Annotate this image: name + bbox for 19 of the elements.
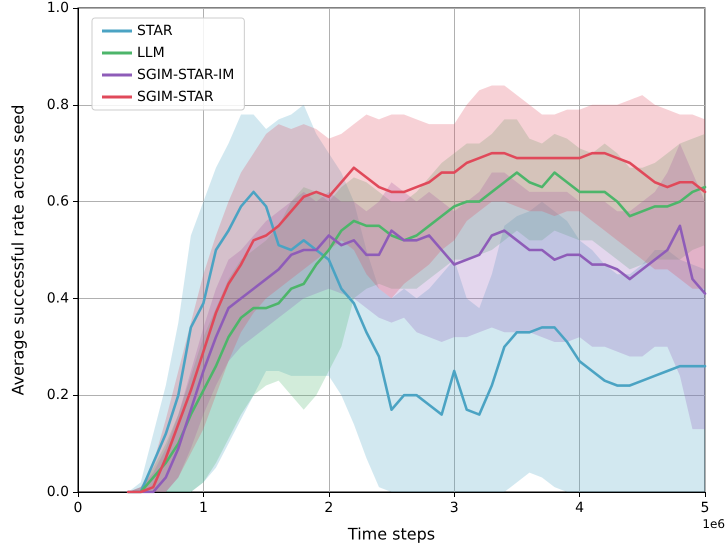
x-tick-label: 5: [700, 500, 710, 516]
y-tick-label: 0.2: [46, 387, 69, 404]
x-axis-title: Time steps: [346, 524, 436, 544]
x-tick-label: 3: [450, 500, 459, 516]
y-tick-label: 0.6: [46, 194, 70, 210]
legend-label: STAR: [137, 23, 173, 39]
x-tick-label: 0: [74, 500, 82, 516]
x-tick-label: 2: [324, 500, 334, 516]
y-tick-label: 0.8: [46, 96, 69, 113]
y-tick-label: 1.0: [46, 0, 69, 16]
legend-label: LLM: [137, 45, 165, 61]
y-tick-label: 0.4: [46, 290, 70, 306]
x-tick-label: 4: [575, 500, 584, 516]
x-tick-label: 1: [198, 500, 208, 516]
y-tick-label: 0.0: [46, 484, 69, 500]
y-axis-title: Average successful rate across seed: [8, 104, 28, 396]
text: 1e6: [702, 517, 726, 531]
legend-label: SGIM-STAR-IM: [137, 67, 234, 83]
legend-label: SGIM-STAR: [137, 89, 214, 105]
